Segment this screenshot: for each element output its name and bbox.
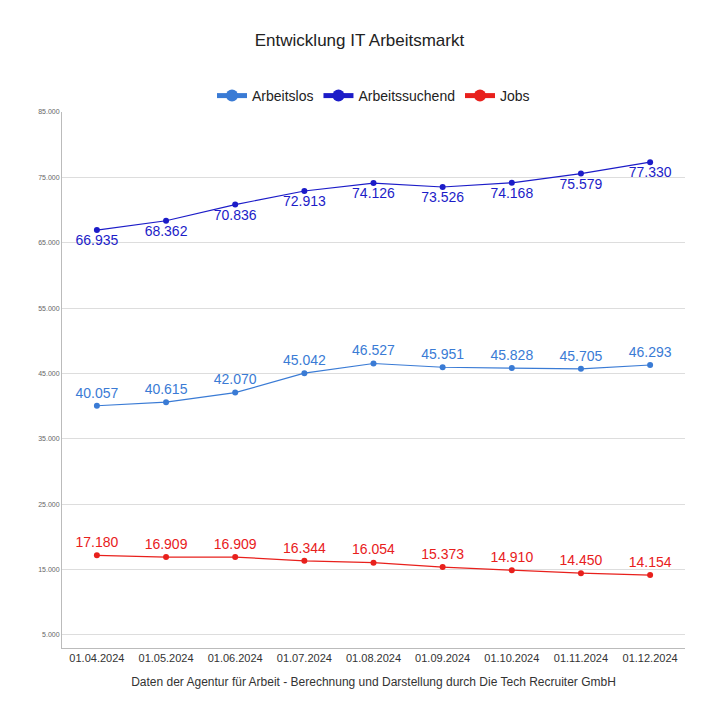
svg-text:01.06.2024: 01.06.2024 xyxy=(208,652,263,664)
svg-text:01.04.2024: 01.04.2024 xyxy=(69,652,124,664)
svg-text:75.579: 75.579 xyxy=(560,176,603,192)
svg-text:Daten der Agentur für Arbeit -: Daten der Agentur für Arbeit - Berechnun… xyxy=(131,675,616,689)
svg-text:35.000: 35.000 xyxy=(38,435,60,442)
svg-text:45.000: 45.000 xyxy=(38,370,60,377)
svg-text:16.909: 16.909 xyxy=(145,536,188,552)
svg-text:Arbeitssuchend: Arbeitssuchend xyxy=(358,88,455,104)
svg-text:72.913: 72.913 xyxy=(283,193,326,209)
svg-text:70.836: 70.836 xyxy=(214,207,257,223)
svg-text:Jobs: Jobs xyxy=(500,88,530,104)
svg-text:15.000: 15.000 xyxy=(38,566,60,573)
svg-text:40.057: 40.057 xyxy=(75,385,118,401)
svg-text:01.07.2024: 01.07.2024 xyxy=(277,652,332,664)
svg-text:75.000: 75.000 xyxy=(38,174,60,181)
svg-text:01.10.2024: 01.10.2024 xyxy=(484,652,539,664)
svg-text:15.373: 15.373 xyxy=(421,546,464,562)
svg-text:46.527: 46.527 xyxy=(352,342,395,358)
svg-text:66.935: 66.935 xyxy=(75,232,118,248)
svg-text:14.154: 14.154 xyxy=(629,554,672,570)
svg-text:16.054: 16.054 xyxy=(352,541,395,557)
svg-text:Entwicklung IT Arbeitsmarkt: Entwicklung IT Arbeitsmarkt xyxy=(255,31,465,50)
svg-text:42.070: 42.070 xyxy=(214,371,257,387)
svg-text:55.000: 55.000 xyxy=(38,305,60,312)
svg-text:17.180: 17.180 xyxy=(75,534,118,550)
svg-text:40.615: 40.615 xyxy=(145,381,188,397)
svg-text:01.09.2024: 01.09.2024 xyxy=(415,652,470,664)
svg-text:77.330: 77.330 xyxy=(629,164,672,180)
svg-text:5.000: 5.000 xyxy=(42,631,60,638)
svg-text:16.909: 16.909 xyxy=(214,536,257,552)
svg-text:74.126: 74.126 xyxy=(352,185,395,201)
svg-text:01.11.2024: 01.11.2024 xyxy=(554,652,608,664)
svg-text:45.705: 45.705 xyxy=(560,348,603,364)
svg-text:73.526: 73.526 xyxy=(421,189,464,205)
svg-text:74.168: 74.168 xyxy=(490,185,533,201)
svg-text:01.05.2024: 01.05.2024 xyxy=(139,652,194,664)
svg-text:16.344: 16.344 xyxy=(283,540,326,556)
svg-text:01.08.2024: 01.08.2024 xyxy=(346,652,401,664)
svg-text:Arbeitslos: Arbeitslos xyxy=(252,88,313,104)
svg-text:45.951: 45.951 xyxy=(421,346,464,362)
svg-text:25.000: 25.000 xyxy=(38,501,60,508)
svg-text:14.450: 14.450 xyxy=(560,552,603,568)
svg-text:14.910: 14.910 xyxy=(490,549,533,565)
svg-text:68.362: 68.362 xyxy=(145,223,188,239)
svg-text:45.042: 45.042 xyxy=(283,352,326,368)
svg-text:46.293: 46.293 xyxy=(629,344,672,360)
svg-text:01.12.2024: 01.12.2024 xyxy=(623,652,678,664)
svg-text:85.000: 85.000 xyxy=(38,108,60,115)
svg-text:65.000: 65.000 xyxy=(38,239,60,246)
svg-text:45.828: 45.828 xyxy=(490,347,533,363)
